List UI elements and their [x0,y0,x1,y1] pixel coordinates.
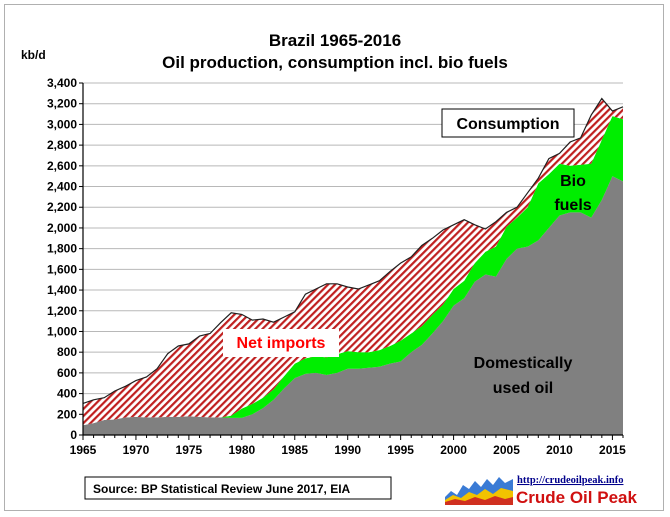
series-area-bio-fuels [83,116,623,426]
y-tick-label: 0 [70,428,77,442]
net-imports-label: Net imports [237,335,326,352]
x-tick-label: 1970 [123,443,150,457]
axes [82,83,623,436]
domestic-label-2: used oil [493,380,553,397]
y-tick-label: 2,800 [47,138,77,152]
areas [82,97,624,435]
x-tick-label: 1980 [228,443,255,457]
y-tick-label: 200 [57,407,77,421]
logo-name: Crude Oil Peak [516,488,637,507]
x-tick-label: 1975 [176,443,203,457]
source-box [84,476,392,500]
logo-url: http://crudeoilpeak.info [517,475,623,486]
series-area-domestically-used-oil [83,176,623,435]
y-axis-label: kb/d [21,48,46,62]
consumption-label-box [441,108,575,138]
y-tick-label: 3,200 [47,97,77,111]
y-tick-label: 1,200 [47,304,77,318]
series-area-net-imports [83,98,623,426]
y-tick-label: 800 [57,345,77,359]
y-tick-label: 400 [57,387,77,401]
y-tick-label: 2,000 [47,221,77,235]
x-tick-label: 1995 [387,443,414,457]
y-tick-label: 1,000 [47,324,77,338]
y-ticks: 0 200 400 600 800 1,000 1,200 1,400 1,600 1,800 2,… [47,76,83,442]
bio-label-1: Bio [560,173,586,190]
y-tick-label: 600 [57,366,77,380]
y-tick-label: 2,600 [47,159,77,173]
x-tick-label: 1985 [281,443,308,457]
source-text: Source: BP Statistical Review June 2017,… [93,482,351,496]
x-tick-label: 2005 [493,443,520,457]
chart-svg: Brazil 1965-2016 Oil production, consump… [21,31,637,507]
y-tick-label: 2,200 [47,200,77,214]
y-tick-label: 1,400 [47,283,77,297]
y-tick-label: 1,600 [47,262,77,276]
x-ticks: 1965 1970 1975 1980 1985 1990 1995 2000 2005 2010… [70,435,626,457]
net-imports-label-box [223,329,339,357]
y-tick-label: 3,400 [47,76,77,90]
chart-title: Brazil 1965-2016 [269,31,401,50]
x-tick-label: 1990 [334,443,361,457]
crude-oil-peak-logo: http://crudeoilpeak.info Crude Oil Peak [445,475,637,507]
x-tick-label: 1965 [70,443,97,457]
consumption-line [82,97,624,404]
chart-frame: Brazil 1965-2016 Oil production, consump… [4,4,664,511]
domestic-label-1: Domestically [474,355,573,372]
x-tick-label: 2000 [440,443,467,457]
bio-label-2: fuels [554,197,591,214]
x-tick-label: 2010 [546,443,573,457]
chart-subtitle: Oil production, consumption incl. bio fu… [162,53,508,72]
y-tick-label: 2,400 [47,180,77,194]
consumption-label: Consumption [456,116,559,133]
y-tick-label: 3,000 [47,117,77,131]
y-tick-label: 1,800 [47,242,77,256]
x-tick-label: 2015 [599,443,626,457]
